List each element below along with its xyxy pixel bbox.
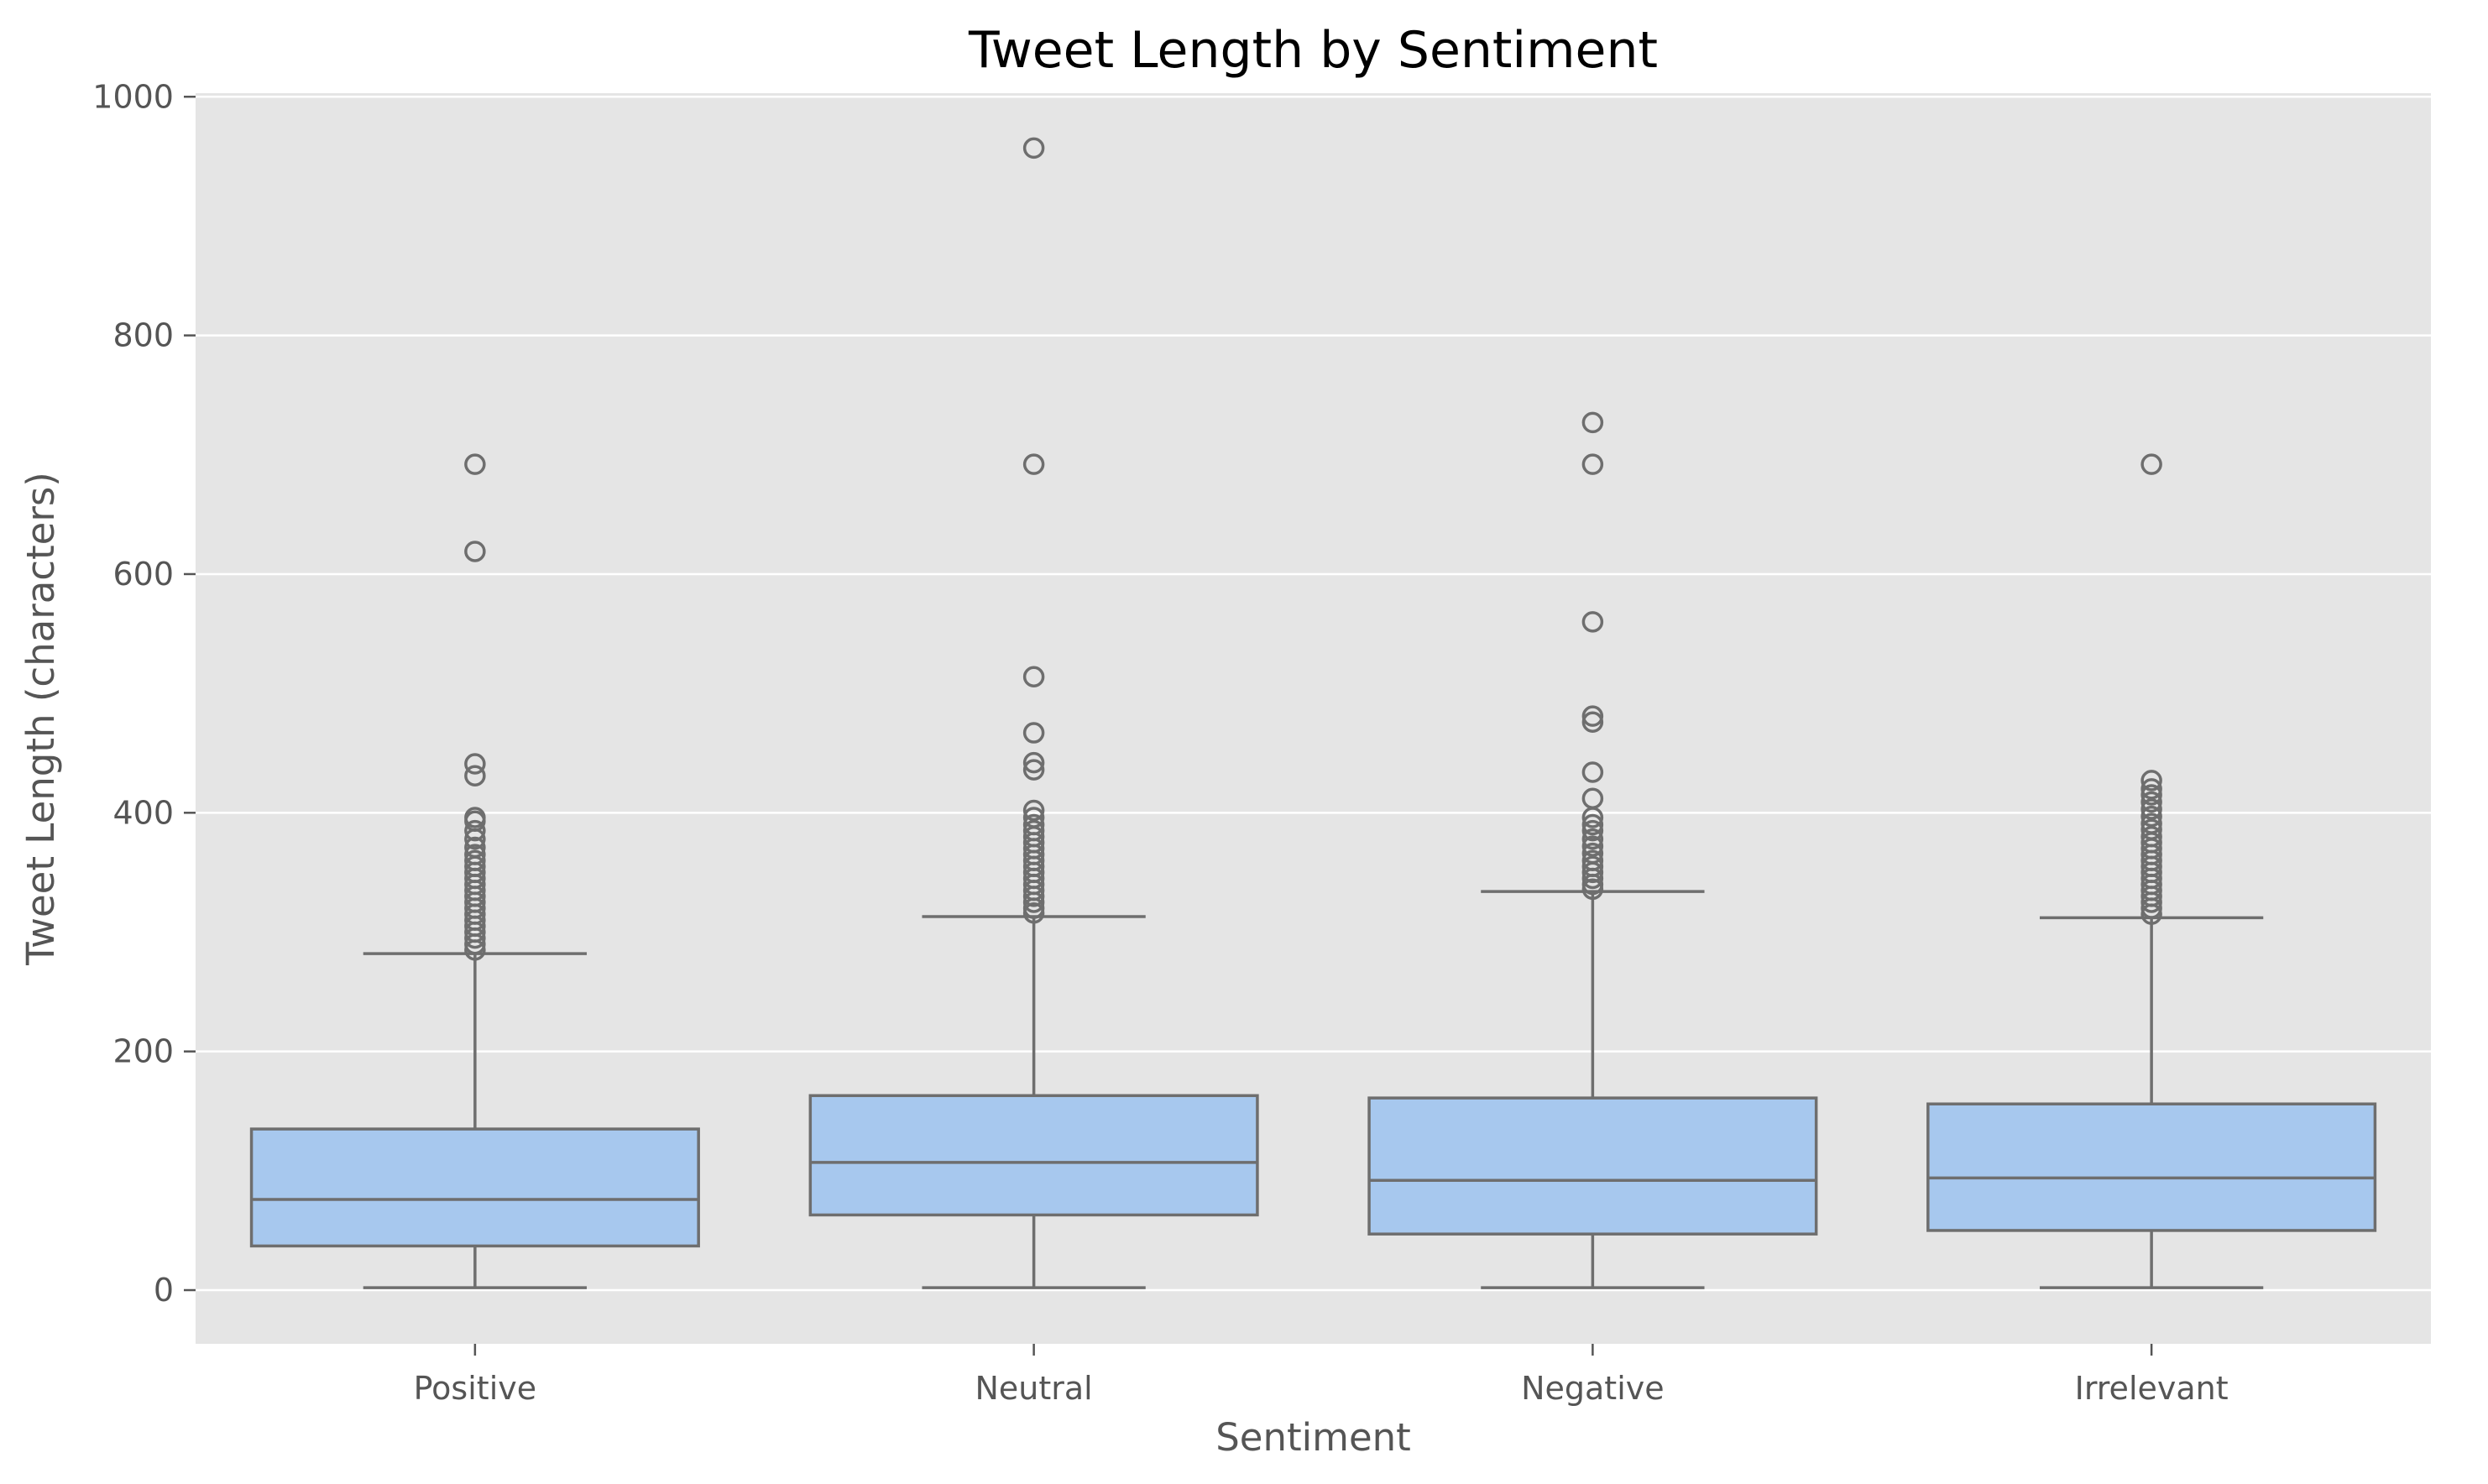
outlier-point	[464, 753, 486, 775]
outlier-point	[1022, 886, 1045, 907]
y-tick-label: 600	[112, 556, 174, 593]
grid-lines	[196, 96, 2431, 1292]
outlier-point	[1581, 867, 1604, 890]
box-positive	[249, 453, 700, 1289]
outlier-point	[464, 927, 486, 949]
box-series	[249, 137, 2377, 1289]
outlier-point	[1581, 813, 1604, 836]
box-negative	[1367, 411, 1818, 1289]
outlier-point	[2140, 791, 2162, 813]
y-tick-label: 200	[112, 1033, 174, 1070]
outlier-point	[1581, 761, 1604, 783]
y-tick-label: 400	[112, 794, 174, 831]
outlier-point	[2140, 903, 2162, 925]
iqr-box	[1367, 1096, 1818, 1236]
outlier-point	[464, 819, 486, 842]
x-axis-label: Sentiment	[1215, 1415, 1411, 1460]
outlier-point	[1581, 611, 1604, 633]
outlier-point	[464, 939, 486, 961]
outlier-point	[2140, 784, 2162, 806]
y-tick-label: 0	[154, 1272, 174, 1309]
outlier-point	[2140, 897, 2162, 919]
box-irrelevant	[1926, 453, 2377, 1289]
outlier-point	[1022, 666, 1045, 687]
outlier-point	[464, 765, 486, 786]
x-tick-label: Neutral	[975, 1370, 1092, 1407]
box-neutral	[808, 137, 1259, 1289]
outlier-point	[1581, 411, 1604, 434]
outlier-point	[1581, 453, 1604, 475]
y-axis-ticks: 0 200 400 600 800 1000	[92, 78, 196, 1309]
x-tick-label: Positive	[414, 1370, 537, 1407]
outlier-point	[464, 828, 486, 850]
outlier-point	[464, 453, 486, 475]
outlier-point	[1581, 828, 1604, 850]
outlier-point	[1581, 861, 1604, 884]
outlier-point	[1581, 807, 1604, 828]
outlier-point	[1581, 878, 1604, 901]
outlier-point	[464, 933, 486, 955]
iqr-box	[249, 1127, 700, 1248]
outlier-point	[1022, 759, 1045, 781]
outlier-point	[1022, 722, 1045, 744]
outlier-point	[1022, 137, 1045, 159]
y-axis-label: Tweet Length (characters)	[18, 472, 63, 966]
outlier-point	[2140, 805, 2162, 828]
outlier-point	[2140, 798, 2162, 820]
x-tick-label: Irrelevant	[2075, 1370, 2229, 1407]
outlier-point	[1022, 901, 1045, 924]
outlier-point	[1581, 711, 1604, 734]
outlier-point	[1581, 835, 1604, 857]
outlier-point	[2140, 778, 2162, 800]
chart-title: Tweet Length by Sentiment	[968, 21, 1658, 80]
outlier-point	[2140, 453, 2162, 475]
iqr-box	[1926, 1102, 2377, 1232]
outlier-point	[1581, 819, 1604, 842]
x-axis-ticks: Positive Neutral Negative Irrelevant	[414, 1344, 2229, 1407]
x-tick-label: Negative	[1521, 1370, 1665, 1407]
outlier-point	[464, 541, 486, 562]
iqr-box	[808, 1094, 1259, 1217]
outlier-point	[1022, 799, 1045, 822]
outlier-point	[2140, 770, 2162, 792]
outlier-point	[1022, 453, 1045, 475]
outlier-point	[1022, 751, 1045, 774]
outlier-point	[2140, 891, 2162, 913]
outlier-point	[1581, 705, 1604, 727]
y-tick-label: 800	[112, 317, 174, 354]
outlier-point	[1022, 891, 1045, 913]
y-tick-label: 1000	[92, 78, 174, 115]
